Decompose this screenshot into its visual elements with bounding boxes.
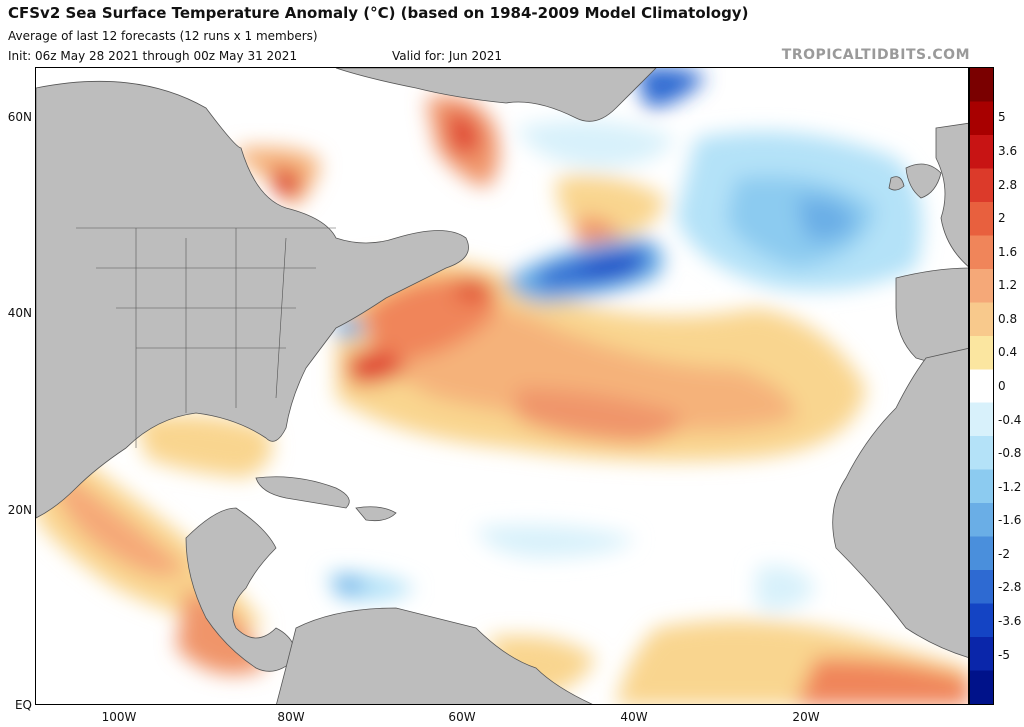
colorbar-tick-label: -0.8: [998, 446, 1022, 461]
colorbar-tick-label: 0: [998, 379, 1006, 393]
colorbar-tick-label: -1.6: [998, 513, 1022, 528]
land-masses: [36, 68, 968, 704]
chart-subtitle: Average of last 12 forecasts (12 runs x …: [8, 29, 318, 43]
colorbar-tick-label: 0.8: [998, 311, 1018, 326]
lat-label-eq: EQ: [14, 698, 32, 712]
lat-label-60n: 60N: [7, 110, 32, 124]
land-central-america: [185, 507, 297, 672]
land-ireland: [888, 176, 905, 191]
colorbar: [969, 67, 994, 705]
colorbar-tick-label: -1.2: [998, 479, 1022, 494]
valid-time: Valid for: Jun 2021: [392, 49, 502, 63]
colorbar-tick-label: -3.6: [998, 614, 1022, 629]
lon-label-100w: 100W: [101, 710, 137, 724]
colorbar-tick-label: 1.2: [998, 278, 1018, 293]
colorbar-tick-label: 2.8: [998, 177, 1018, 192]
colorbar-tick-label: 2: [998, 211, 1006, 226]
colorbar-tick-label: 5: [998, 110, 1006, 125]
land-europe: [935, 122, 968, 267]
colorbar-tick-label: -2.8: [998, 580, 1022, 595]
lat-label-20n: 20N: [7, 503, 32, 517]
lat-label-40n: 40N: [7, 306, 32, 320]
map-panel: [35, 67, 969, 705]
lon-label-60w: 60W: [448, 710, 476, 724]
colorbar-tick-label: -5: [998, 647, 1010, 662]
chart-title: CFSv2 Sea Surface Temperature Anomaly (°…: [8, 4, 749, 22]
colorbar-tick-label: -0.4: [998, 412, 1022, 427]
land-cuba: [255, 476, 350, 509]
lon-label-20w: 20W: [792, 710, 820, 724]
land-hispaniola: [355, 506, 397, 522]
borders: [76, 227, 336, 448]
anomaly-field: [36, 68, 968, 704]
sst-anomaly-map: [36, 68, 968, 704]
brand-watermark: TROPICALTIDBITS.COM: [781, 47, 970, 63]
colorbar-tick-label: -2: [998, 546, 1010, 561]
lon-label-80w: 80W: [277, 710, 305, 724]
colorbar-tick-label: 3.6: [998, 143, 1018, 158]
init-time: Init: 06z May 28 2021 through 00z May 31…: [8, 49, 298, 63]
land-british-isles: [905, 163, 942, 199]
land-africa: [832, 348, 968, 658]
land-south-america: [276, 607, 593, 704]
lon-label-40w: 40W: [620, 710, 648, 724]
colorbar-tick-label: 1.6: [998, 244, 1018, 259]
land-north-america: [36, 80, 469, 519]
land-greenland: [335, 68, 657, 122]
colorbar-tick-label: 0.4: [998, 345, 1018, 360]
